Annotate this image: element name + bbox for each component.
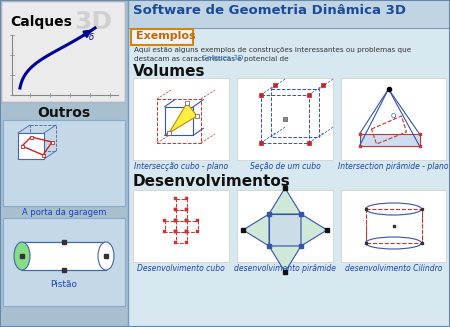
Bar <box>22 242 106 270</box>
Bar <box>30 135 32 139</box>
Polygon shape <box>269 246 301 272</box>
Bar <box>174 241 177 244</box>
Text: desenvolvimento pirâmide: desenvolvimento pirâmide <box>234 264 336 273</box>
Ellipse shape <box>98 242 114 270</box>
Bar <box>185 219 188 222</box>
Bar <box>163 230 166 233</box>
Text: Software de Geometria Dinâmica 3D: Software de Geometria Dinâmica 3D <box>133 4 406 17</box>
Bar <box>41 153 45 157</box>
Bar <box>185 219 188 222</box>
Bar <box>185 230 188 233</box>
Polygon shape <box>269 188 301 214</box>
Text: Desenvolvimento cubo: Desenvolvimento cubo <box>137 264 225 273</box>
Text: Intersection pirâmide - plano: Intersection pirâmide - plano <box>338 162 449 171</box>
Bar <box>50 141 54 144</box>
Bar <box>365 209 422 243</box>
Bar <box>21 145 23 147</box>
Bar <box>185 219 188 222</box>
Bar <box>307 93 311 97</box>
Bar <box>174 208 177 211</box>
Text: Volumes: Volumes <box>133 64 206 79</box>
Bar <box>165 220 176 232</box>
Bar <box>259 93 263 97</box>
Bar <box>174 230 177 233</box>
Text: Outros: Outros <box>37 106 90 120</box>
Bar <box>185 208 188 211</box>
Bar <box>185 230 188 233</box>
Polygon shape <box>301 214 327 246</box>
Text: Exemplos: Exemplos <box>136 31 196 41</box>
Polygon shape <box>360 134 419 146</box>
Bar <box>174 219 177 222</box>
Bar <box>0 0 128 327</box>
Text: Calques: Calques <box>10 15 72 29</box>
Bar <box>283 117 287 121</box>
Bar <box>185 208 188 211</box>
Bar <box>237 190 333 262</box>
Bar <box>185 241 188 244</box>
Polygon shape <box>18 133 44 159</box>
Text: Pistão: Pistão <box>50 280 77 289</box>
Bar <box>185 197 188 200</box>
Text: desenvolvimento Cilindro: desenvolvimento Cilindro <box>345 264 442 273</box>
Bar <box>163 219 166 222</box>
Bar <box>341 190 446 262</box>
Text: 3D: 3D <box>74 10 112 34</box>
Text: destacam as características e potencial de: destacam as características e potencial … <box>134 55 291 61</box>
Bar <box>128 0 450 327</box>
FancyBboxPatch shape <box>131 29 193 45</box>
Bar <box>167 131 171 135</box>
Bar <box>196 230 199 233</box>
Bar <box>237 78 333 160</box>
Bar <box>341 78 446 160</box>
Bar <box>176 220 186 232</box>
Bar <box>273 83 277 87</box>
Ellipse shape <box>14 242 30 270</box>
Text: $\delta$: $\delta$ <box>88 31 95 42</box>
Bar <box>176 198 186 210</box>
Bar <box>3 120 125 206</box>
Polygon shape <box>243 214 269 246</box>
Text: Aqui estão alguns exemplos de construções interessantes ou problemas que: Aqui estão alguns exemplos de construçõe… <box>134 47 411 53</box>
Bar <box>321 83 325 87</box>
Polygon shape <box>269 214 301 246</box>
Text: Seção de um cubo: Seção de um cubo <box>250 162 320 171</box>
Bar <box>3 218 125 306</box>
Text: Desenvolvimentos: Desenvolvimentos <box>133 174 291 189</box>
Bar <box>133 190 229 262</box>
Bar <box>186 220 198 232</box>
Bar <box>174 219 177 222</box>
Bar <box>259 141 263 145</box>
Bar <box>174 219 177 222</box>
Bar <box>185 101 189 105</box>
Bar <box>128 0 450 28</box>
Bar <box>196 219 199 222</box>
FancyBboxPatch shape <box>1 2 126 102</box>
Bar <box>133 78 229 160</box>
Bar <box>174 208 177 211</box>
Bar <box>176 210 186 220</box>
Polygon shape <box>169 103 197 133</box>
Text: A porta da garagem: A porta da garagem <box>22 208 106 217</box>
Bar <box>174 230 177 233</box>
Text: Q: Q <box>391 113 396 119</box>
Bar <box>174 230 177 233</box>
Text: Calques 3D: Calques 3D <box>202 55 243 61</box>
Text: Intersecção cubo - plano: Intersecção cubo - plano <box>134 162 228 171</box>
Bar <box>185 230 188 233</box>
Bar <box>174 197 177 200</box>
Bar <box>307 141 311 145</box>
Bar <box>195 114 199 118</box>
Bar <box>176 232 186 243</box>
